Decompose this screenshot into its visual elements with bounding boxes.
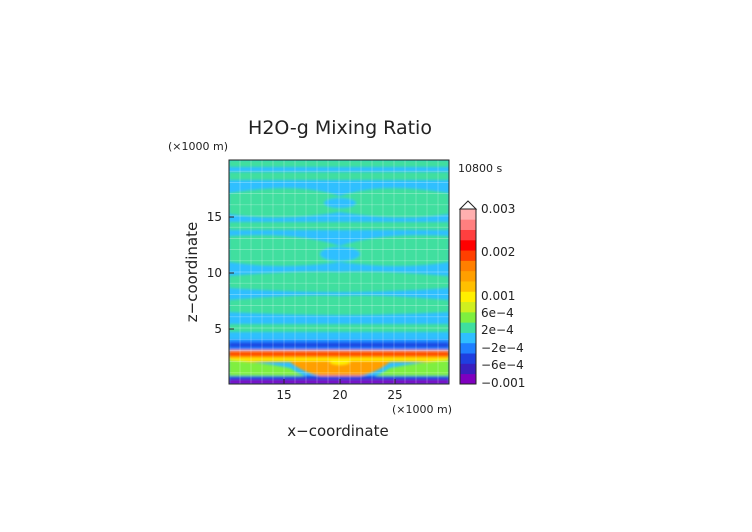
colorbar-swatch [460, 239, 476, 251]
y-tick-label: 10 [207, 266, 222, 280]
x-axis-unit: (×1000 m) [392, 403, 452, 416]
y-axis-unit: (×1000 m) [168, 140, 228, 153]
colorbar-overflow-arrow [458, 200, 478, 210]
colorbar-swatch [460, 311, 476, 323]
colorbar-frame [459, 208, 477, 385]
colorbar-swatch [460, 322, 476, 333]
colorbar-swatch [460, 291, 476, 303]
y-axis-label: z−coordinate [183, 222, 201, 322]
y-tick-label: 15 [207, 210, 222, 224]
colorbar-label: 0.003 [481, 202, 515, 216]
time-label: 10800 s [458, 162, 502, 175]
colorbar-labels: 0.003 0.002 0.001 6e−4 2e−4 −2e−4 −6e−4 … [481, 202, 525, 390]
colorbar-swatch [460, 363, 476, 375]
x-tick-label: 15 [276, 388, 291, 402]
colorbar-label: −0.001 [481, 376, 525, 390]
x-tick-label: 25 [387, 388, 402, 402]
colorbar-swatch [460, 209, 476, 220]
x-tick-label: 20 [332, 388, 347, 402]
colorbar-swatch [460, 353, 476, 364]
colorbar-label: −6e−4 [481, 358, 524, 372]
colorbar-label: 6e−4 [481, 306, 514, 320]
colorbar-swatch [460, 260, 476, 272]
colorbar-swatch [460, 332, 476, 344]
colorbar-swatch [460, 373, 476, 385]
colorbar-swatch [460, 342, 476, 354]
plot-grid [229, 160, 449, 384]
colorbar-swatch [460, 250, 476, 261]
colorbar-label: 0.002 [481, 245, 515, 259]
plot-frame [228, 159, 450, 385]
colorbar-label: 0.001 [481, 289, 515, 303]
colorbar-swatch [460, 281, 476, 292]
colorbar-swatch [460, 270, 476, 282]
y-tick-label: 5 [214, 322, 222, 336]
colorbar-swatch [460, 229, 476, 241]
colorbar-label: 2e−4 [481, 323, 514, 337]
chart-title: H2O-g Mixing Ratio [248, 117, 432, 139]
heatmap-field [229, 160, 449, 384]
x-axis: 15 20 25 (×1000 m) x−coordinate [276, 379, 452, 440]
x-axis-label: x−coordinate [287, 422, 388, 440]
colorbar-swatch [460, 301, 476, 313]
y-axis: 5 10 15 z−coordinate [183, 210, 234, 336]
colorbar-label: −2e−4 [481, 341, 524, 355]
colorbar-swatch [460, 219, 476, 230]
colorbar [458, 200, 478, 385]
